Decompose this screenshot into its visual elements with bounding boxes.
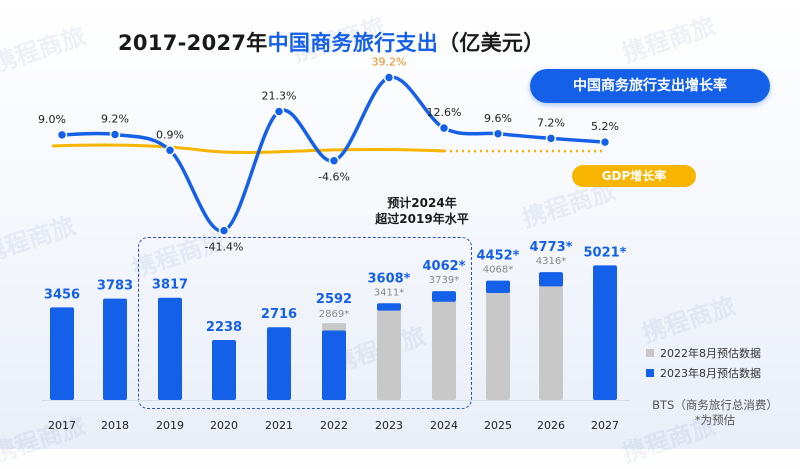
bar-2023-estimate	[322, 330, 346, 400]
x-tick-label: 2027	[591, 419, 619, 432]
title-highlight: 中国商务旅行支出	[267, 31, 439, 55]
bar-value-label: 3783	[97, 279, 133, 294]
bar-legend: 2022年8月预估数据 2023年8月预估数据	[646, 343, 761, 383]
growth-rate-legend-pill: 中国商务旅行支出增长率	[530, 69, 770, 103]
chart-title: 2017-2027年中国商务旅行支出（亿美元）	[118, 27, 545, 57]
x-tick-label: 2018	[101, 419, 129, 432]
growth-rate-label: 9.6%	[484, 112, 512, 125]
growth-rate-label: 21.3%	[262, 90, 297, 103]
source-line-2: *为预估	[694, 413, 736, 427]
bar-value-label: 4773*	[530, 240, 573, 255]
x-tick-label: 2023	[375, 419, 403, 432]
growth-rate-label: 9.0%	[38, 113, 66, 126]
bar-value-label-gray: 2869*	[319, 309, 349, 320]
legend-swatch-gray	[646, 349, 654, 357]
growth-rate-label: 7.2%	[537, 116, 565, 129]
growth-rate-label: -41.4%	[205, 241, 244, 254]
bar-2023-estimate	[212, 340, 236, 400]
growth-rate-label: -4.6%	[318, 171, 350, 184]
x-tick-label: 2024	[430, 419, 458, 432]
recovery-callout: 预计2024年 超过2019年水平	[362, 195, 482, 227]
bar-2023-estimate	[377, 303, 401, 311]
growth-rate-line	[60, 75, 607, 233]
bar-2023-estimate	[432, 291, 456, 302]
legend-swatch-blue	[646, 369, 654, 377]
title-prefix: 2017-2027年	[118, 31, 268, 55]
bar-value-label: 3608*	[368, 271, 411, 286]
callout-line-1: 预计2024年	[387, 196, 457, 210]
growth-rate-point	[109, 129, 121, 140]
bar-value-label-gray: 3411*	[374, 287, 404, 298]
legend-label-blue: 2023年8月预估数据	[660, 367, 761, 380]
bar-value-label-gray: 4068*	[483, 265, 513, 276]
bar-2022-estimate	[486, 290, 510, 400]
bar-2023-estimate	[539, 272, 563, 287]
bar-2023-estimate	[593, 265, 617, 400]
bar-2023-estimate	[50, 307, 74, 400]
x-tick-label: 2017	[48, 419, 76, 432]
bar-2022-estimate	[539, 284, 563, 400]
legend-item-blue: 2023年8月预估数据	[646, 363, 761, 383]
growth-rate-point	[383, 72, 395, 83]
growth-rate-point	[56, 129, 68, 141]
chart-canvas: 2017 3456 2018 3783 2019 3817 2020 2238 2021 2716…	[38, 56, 630, 432]
growth-rate-label: 39.2%	[372, 56, 407, 69]
growth-rate-point	[218, 225, 230, 236]
bar-value-label: 3456	[44, 287, 80, 302]
gdp-growth-line	[51, 143, 445, 154]
bar-2022-estimate	[377, 308, 401, 400]
x-tick-label: 2020	[210, 419, 238, 432]
growth-rate-point	[438, 122, 450, 134]
growth-rate-point	[599, 136, 611, 148]
bar-2023-estimate	[158, 297, 182, 400]
bar-2023-estimate	[267, 327, 291, 400]
x-tick-label: 2022	[320, 419, 348, 432]
bar-value-label-gray: 4316*	[536, 256, 566, 267]
bar-value-label: 2716	[261, 307, 297, 322]
growth-rate-point	[328, 155, 340, 166]
growth-rate-point	[273, 106, 285, 117]
source-line-1: BTS（商务旅行总消费）	[652, 398, 778, 412]
bar-value-label: 3817	[152, 278, 188, 293]
bar-value-label-gray: 3739*	[429, 275, 459, 286]
legend-label-gray: 2022年8月预估数据	[660, 347, 761, 360]
x-tick-label: 2019	[156, 419, 184, 432]
growth-rate-label: 9.2%	[101, 113, 129, 126]
recovery-highlight-box	[138, 237, 472, 409]
title-suffix: （亿美元）	[438, 31, 545, 55]
bar-value-label: 4452*	[477, 249, 520, 264]
bar-2022-estimate	[432, 299, 456, 400]
bar-value-label: 2592	[316, 292, 352, 307]
x-tick-label: 2025	[484, 419, 512, 432]
growth-rate-point	[164, 145, 176, 156]
bar-value-label: 4062*	[423, 259, 466, 274]
source-note: BTS（商务旅行总消费） *为预估	[640, 398, 790, 428]
growth-rate-label: 12.6%	[427, 106, 462, 119]
bar-value-label: 5021*	[584, 245, 627, 260]
bar-2023-estimate	[103, 298, 127, 400]
bar-value-label: 2238	[206, 320, 242, 335]
growth-rate-point	[545, 133, 557, 144]
legend-item-gray: 2022年8月预估数据	[646, 343, 761, 363]
x-tick-label: 2021	[265, 419, 293, 432]
x-tick-label: 2026	[537, 419, 565, 432]
growth-rate-point	[492, 128, 504, 140]
growth-rate-label: 5.2%	[591, 120, 619, 133]
callout-line-2: 超过2019年水平	[375, 212, 469, 226]
gdp-rate-legend-pill: GDP增长率	[572, 165, 696, 187]
bar-2023-estimate	[486, 280, 510, 293]
growth-rate-label: 0.9%	[156, 128, 184, 141]
